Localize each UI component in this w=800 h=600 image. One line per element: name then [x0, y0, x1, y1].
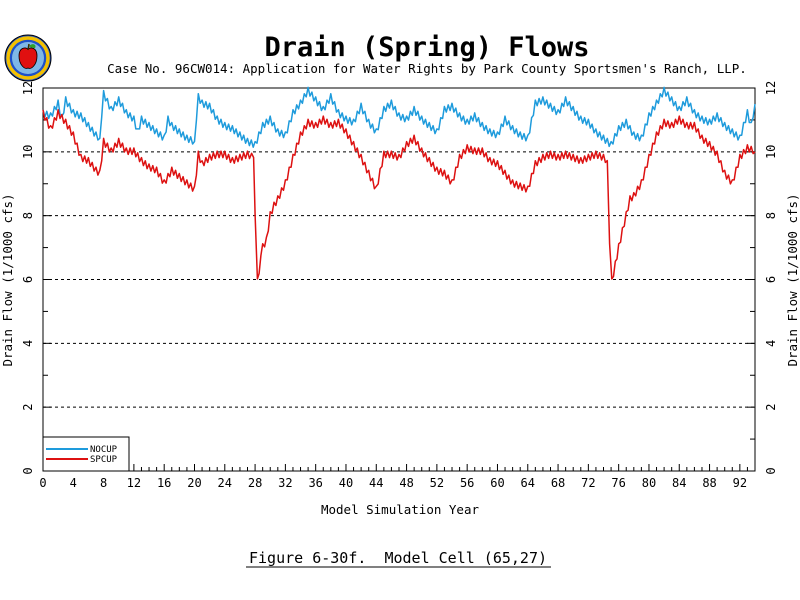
x-tick-label-20: 20 [187, 476, 201, 490]
x-tick-label-44: 44 [369, 476, 383, 490]
x-tick-label-40: 40 [339, 476, 353, 490]
x-tick-label-24: 24 [218, 476, 232, 490]
x-tick-label-4: 4 [70, 476, 77, 490]
gridlines [43, 151, 755, 408]
y-axis-label-right: Drain Flow (1/1000 cfs) [785, 193, 800, 366]
x-tick-label-88: 88 [702, 476, 716, 490]
legend: NOCUP SPCUP [42, 436, 130, 472]
y-axis-label: Drain Flow (1/1000 cfs) [0, 193, 15, 366]
chart-subtitle: Case No. 96CW014: Application for Water … [107, 61, 747, 76]
legend-label-spcup: SPCUP [90, 455, 118, 465]
figure-caption: Figure 6-30f. Model Cell (65,27) [249, 549, 547, 567]
y-tick-label-6: 6 [21, 276, 35, 283]
x-tick-label-76: 76 [611, 476, 625, 490]
y-tick-label-right-0: 0 [764, 467, 778, 474]
x-tick-label-36: 36 [308, 476, 322, 490]
y-tick-label-0: 0 [21, 467, 35, 474]
y-tick-label-right-6: 6 [764, 276, 778, 283]
x-tick-label-12: 12 [127, 476, 141, 490]
y-tick-label-right-2: 2 [764, 404, 778, 411]
x-tick-label-0: 0 [39, 476, 46, 490]
y-tick-label-4: 4 [21, 340, 35, 347]
series-line-nocup [42, 86, 756, 148]
legend-label-nocup: NOCUP [90, 445, 118, 455]
legend-box [42, 436, 130, 472]
x-tick-label-72: 72 [581, 476, 595, 490]
y-tick-label-right-10: 10 [764, 145, 778, 159]
series-group [42, 86, 756, 280]
apple-seal-logo [4, 34, 52, 82]
x-axis-label: Model Simulation Year [321, 502, 480, 517]
x-tick-label-48: 48 [399, 476, 413, 490]
x-axis-ticks: 0 4 8 12 16 20 24 28 32 36 40 44 48 52 56 60 64 68 72 76 80 8… [39, 464, 756, 490]
x-tick-label-84: 84 [672, 476, 686, 490]
x-tick-label-60: 60 [490, 476, 504, 490]
y-tick-label-10: 10 [21, 145, 35, 159]
y-tick-label-12: 12 [21, 81, 35, 95]
x-tick-label-8: 8 [100, 476, 107, 490]
y-axis-ticks: 0 2 4 6 8 10 12 [21, 81, 51, 475]
chart-title: Drain (Spring) Flows [264, 32, 589, 63]
x-tick-label-28: 28 [248, 476, 262, 490]
y-tick-label-right-4: 4 [764, 340, 778, 347]
x-tick-label-64: 64 [521, 476, 535, 490]
y-tick-label-2: 2 [21, 404, 35, 411]
x-tick-label-80: 80 [642, 476, 656, 490]
x-tick-label-56: 56 [460, 476, 474, 490]
x-tick-label-68: 68 [551, 476, 565, 490]
x-tick-label-92: 92 [733, 476, 747, 490]
y-tick-label-8: 8 [21, 212, 35, 219]
x-tick-label-16: 16 [157, 476, 171, 490]
y-axis-right-ticks: 0 2 4 6 8 10 12 [747, 81, 778, 475]
x-tick-label-32: 32 [278, 476, 292, 490]
series-line-spcup [42, 108, 756, 280]
x-tick-label-52: 52 [430, 476, 444, 490]
y-tick-label-right-8: 8 [764, 212, 778, 219]
y-tick-label-right-12: 12 [764, 81, 778, 95]
